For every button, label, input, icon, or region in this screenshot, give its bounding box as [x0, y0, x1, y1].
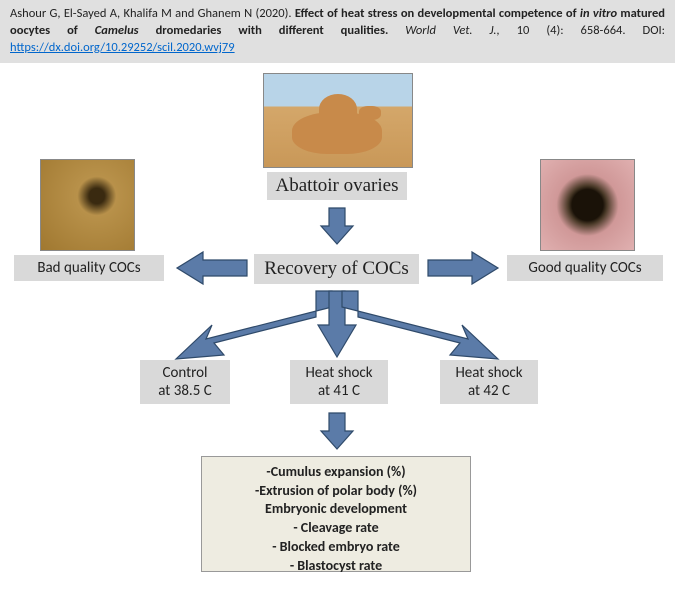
- citation-volume: 10 (4): 658-664. DOI:: [500, 23, 665, 38]
- outcomes-box: -Cumulus expansion (%) -Extrusion of pol…: [201, 456, 471, 572]
- outcome-3: Embryonic development: [214, 500, 458, 519]
- outcome-2: -Extrusion of polar body (%): [214, 482, 458, 501]
- citation-box: Ashour G, El-Sayed A, Khalifa M and Ghan…: [0, 0, 675, 63]
- control-l1: Control: [148, 364, 222, 382]
- citation-authors: Ashour G, El-Sayed A, Khalifa M and Ghan…: [10, 6, 295, 21]
- good-cocs-box: Good quality COCs: [507, 255, 663, 281]
- citation-italic-2: Camelus: [95, 23, 139, 38]
- flow-diagram: Abattoir ovaries Bad quality COCs Recove…: [0, 63, 675, 603]
- citation-italic-1: in vitro: [580, 6, 617, 21]
- bad-cocs-box: Bad quality COCs: [14, 255, 164, 281]
- hs41-l1: Heat shock: [298, 364, 380, 382]
- citation-journal: World Vet. J.,: [388, 23, 499, 38]
- outcome-5: - Blocked embryo rate: [214, 538, 458, 557]
- arrow-abattoir-to-recovery: [321, 208, 353, 244]
- abattoir-label: Abattoir ovaries: [275, 175, 399, 197]
- hs42-l2: at 42 C: [448, 382, 530, 400]
- arrow-div-mid: [318, 291, 356, 357]
- hs41-box: Heat shock at 41 C: [290, 360, 388, 404]
- citation-title-c: dromedaries with different qualities.: [139, 23, 389, 38]
- abattoir-box: Abattoir ovaries: [267, 172, 407, 200]
- arrow-div-left: [176, 291, 332, 359]
- arrow-to-outcomes: [321, 413, 353, 449]
- doi-link[interactable]: https://dx.doi.org/10.29252/scil.2020.wv…: [10, 40, 235, 55]
- control-box: Control at 38.5 C: [140, 360, 230, 404]
- bad-cocs-label: Bad quality COCs: [22, 259, 156, 277]
- hs42-l1: Heat shock: [448, 364, 530, 382]
- control-l2: at 38.5 C: [148, 382, 222, 400]
- bad-cocs-photo: [40, 159, 135, 251]
- good-cocs-label: Good quality COCs: [515, 259, 655, 277]
- outcome-6: - Blastocyst rate: [214, 557, 458, 576]
- outcome-4: - Cleavage rate: [214, 519, 458, 538]
- arrow-recovery-to-good: [428, 252, 498, 284]
- arrow-div-right: [342, 291, 498, 359]
- hs42-box: Heat shock at 42 C: [440, 360, 538, 404]
- recovery-label: Recovery of COCs: [262, 258, 411, 280]
- recovery-box: Recovery of COCs: [254, 254, 419, 284]
- arrow-recovery-to-bad: [177, 252, 247, 284]
- citation-title-a: Effect of heat stress on developmental c…: [295, 6, 580, 21]
- hs41-l2: at 41 C: [298, 382, 380, 400]
- camel-photo: [263, 73, 413, 168]
- good-cocs-photo: [540, 159, 635, 251]
- outcome-1: -Cumulus expansion (%): [214, 463, 458, 482]
